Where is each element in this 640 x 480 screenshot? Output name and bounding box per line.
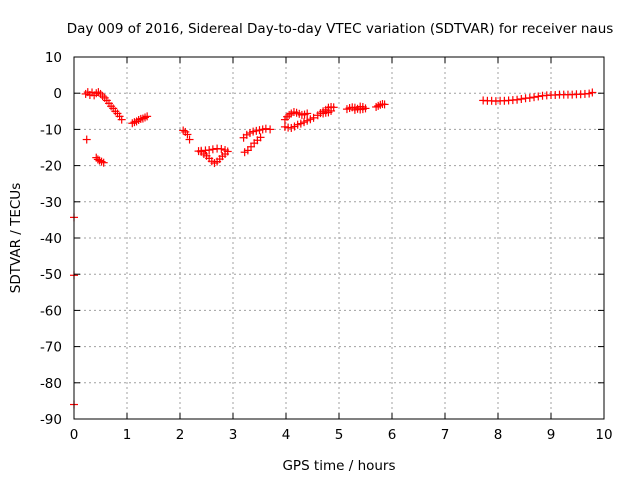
x-tick-label: 3 (229, 427, 238, 443)
y-tick-label: -10 (40, 122, 62, 138)
y-tick-label: 0 (53, 86, 62, 102)
data-point (261, 124, 270, 133)
x-tick-label: 10 (595, 427, 612, 443)
y-tick-label: -30 (40, 195, 62, 211)
data-point (97, 157, 106, 166)
x-tick-label: 7 (441, 427, 450, 443)
x-tick-label: 1 (123, 427, 132, 443)
y-tick-label: -90 (40, 412, 62, 428)
y-tick-label: -60 (40, 303, 62, 319)
data-point (525, 93, 534, 102)
x-tick-label: 8 (494, 427, 503, 443)
data-point (82, 135, 91, 144)
y-tick-label: -20 (40, 159, 62, 175)
data-point (117, 115, 126, 124)
x-tick-label: 0 (70, 427, 79, 443)
x-axis-label: GPS time / hours (282, 458, 395, 474)
data-point (81, 89, 90, 98)
data-point (534, 92, 543, 101)
y-axis-label: SDTVAR / TECUs (8, 183, 24, 293)
x-tick-label: 4 (282, 427, 291, 443)
data-point (99, 158, 108, 167)
data-point (143, 112, 152, 121)
data-point (208, 145, 217, 154)
chart-title: Day 009 of 2016, Sidereal Day-to-day VTE… (67, 21, 614, 37)
data-point (319, 109, 328, 118)
x-tick-label: 6 (388, 427, 397, 443)
y-tick-label: -40 (40, 231, 62, 247)
data-point (183, 130, 192, 139)
grid-lines (74, 57, 604, 419)
x-tick-label: 9 (547, 427, 556, 443)
data-point (380, 100, 389, 109)
x-tick-label: 5 (335, 427, 344, 443)
data-point (221, 146, 230, 155)
y-tick-label: -50 (40, 267, 62, 283)
y-tick-label: -80 (40, 376, 62, 392)
y-tick-label: -70 (40, 340, 62, 356)
data-point (96, 89, 105, 98)
data-point (374, 101, 383, 110)
data-point (530, 93, 539, 102)
data-point (513, 95, 522, 104)
data-point (256, 133, 265, 142)
data-points (70, 88, 597, 409)
data-point (350, 105, 359, 114)
data-point (185, 135, 194, 144)
data-point (197, 146, 206, 155)
y-tick-label: 10 (45, 50, 62, 66)
x-tick-label: 2 (176, 427, 185, 443)
data-point (213, 144, 222, 153)
data-point (266, 125, 275, 134)
data-point (588, 88, 597, 97)
data-point (517, 94, 526, 103)
data-point (309, 113, 318, 122)
axis-ticks: 0 1 2 3 4 5 6 7 8 9 10 10 0 -10 -20 -30 -40 -50 -60 -70 -80 -… (40, 50, 613, 443)
data-point (356, 102, 365, 111)
data-point (303, 109, 312, 118)
